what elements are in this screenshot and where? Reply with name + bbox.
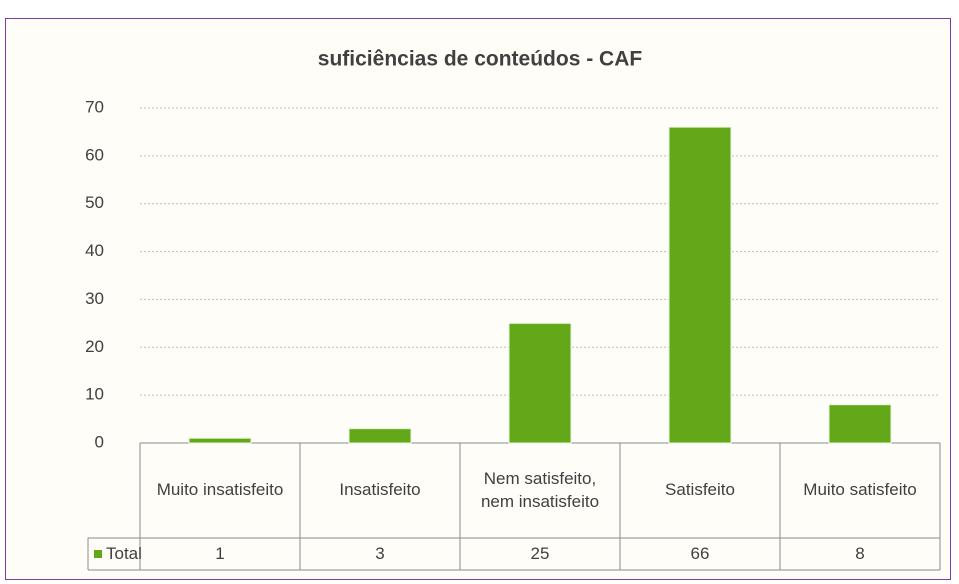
data-table-value-text: 1 bbox=[215, 543, 225, 563]
y-tick-label: 10 bbox=[85, 385, 104, 404]
y-tick-label: 40 bbox=[85, 241, 104, 260]
y-tick-label: 60 bbox=[85, 145, 104, 164]
data-table-value: 25 bbox=[460, 538, 620, 570]
data-table-value: 8 bbox=[780, 538, 940, 570]
x-tick-label: Satisfeito bbox=[620, 443, 780, 538]
x-tick-label: Insatisfeito bbox=[300, 443, 460, 538]
data-table-value: 66 bbox=[620, 538, 780, 570]
legend-label: Total bbox=[102, 538, 142, 570]
bar bbox=[828, 404, 892, 444]
bar bbox=[668, 126, 732, 444]
x-tick-label: Nem satisfeito, nem insatisfeito bbox=[460, 443, 620, 538]
x-tick-label-text: Insatisfeito bbox=[339, 480, 421, 500]
x-tick-label-text: Muito satisfeito bbox=[803, 480, 917, 500]
y-tick-label: 0 bbox=[95, 432, 104, 451]
x-tick-label: Muito insatisfeito bbox=[140, 443, 300, 538]
data-table-value: 1 bbox=[140, 538, 300, 570]
bar bbox=[188, 437, 252, 444]
y-tick-label: 50 bbox=[85, 193, 104, 212]
y-tick-label: 70 bbox=[85, 97, 104, 116]
y-tick-label: 20 bbox=[85, 337, 104, 356]
legend-swatch bbox=[94, 550, 102, 558]
x-tick-label-text: Nem satisfeito, nem insatisfeito bbox=[480, 469, 600, 511]
chart-title: suficiências de conteúdos - CAF bbox=[318, 48, 643, 71]
bar bbox=[348, 428, 412, 444]
data-table-value-text: 66 bbox=[690, 543, 710, 563]
x-tick-label-text: Muito insatisfeito bbox=[156, 480, 284, 500]
data-table-value-text: 25 bbox=[530, 543, 550, 563]
data-table-value-text: 3 bbox=[375, 543, 385, 563]
x-tick-label-text: Satisfeito bbox=[665, 480, 735, 500]
x-tick-label: Muito satisfeito bbox=[780, 443, 940, 538]
data-table-value-text: 8 bbox=[855, 543, 865, 563]
legend-label-text: Total bbox=[106, 543, 142, 563]
y-tick-label: 30 bbox=[85, 289, 104, 308]
data-table-value: 3 bbox=[300, 538, 460, 570]
bar bbox=[508, 322, 572, 444]
